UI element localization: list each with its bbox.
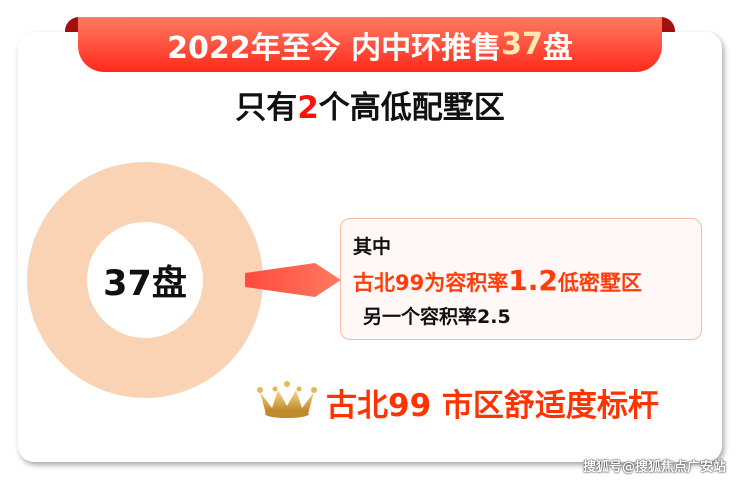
callout-line3: 另一个容积率2.5 <box>363 306 511 328</box>
pointer-shape <box>245 263 341 297</box>
callout-pointer <box>245 263 341 297</box>
crown-icon <box>257 381 317 418</box>
callout-line2-prefix: 古北99为容积率 <box>353 271 509 295</box>
subtitle-suffix: 个高低配墅区 <box>318 90 505 126</box>
subtitle: 只有2个高低配墅区 <box>0 82 740 127</box>
watermark: 搜狐号@搜狐焦点广安站 <box>582 460 726 475</box>
callout-line2-big: 1.2 <box>508 264 558 297</box>
title-prefix: 2022年至今 内中环推售 <box>167 30 502 66</box>
donut-hole <box>87 222 203 338</box>
callout-line1: 其中 <box>353 236 392 258</box>
callout-line2: 古北99为容积率1.2低密墅区 <box>353 264 642 297</box>
subtitle-highlight: 2 <box>297 90 319 126</box>
callout-line2-suffix: 低密墅区 <box>557 271 642 295</box>
donut-center-label: 37盘 <box>103 264 187 304</box>
title-suffix: 盘 <box>542 30 573 66</box>
callout-bubble <box>340 218 702 340</box>
subtitle-prefix: 只有 <box>235 90 298 126</box>
title-ribbon: 2022年至今 内中环推售 37 盘 <box>78 17 662 72</box>
slogan: 古北99 市区舒适度标杆 <box>326 388 659 424</box>
title-highlight: 37 <box>501 27 543 62</box>
